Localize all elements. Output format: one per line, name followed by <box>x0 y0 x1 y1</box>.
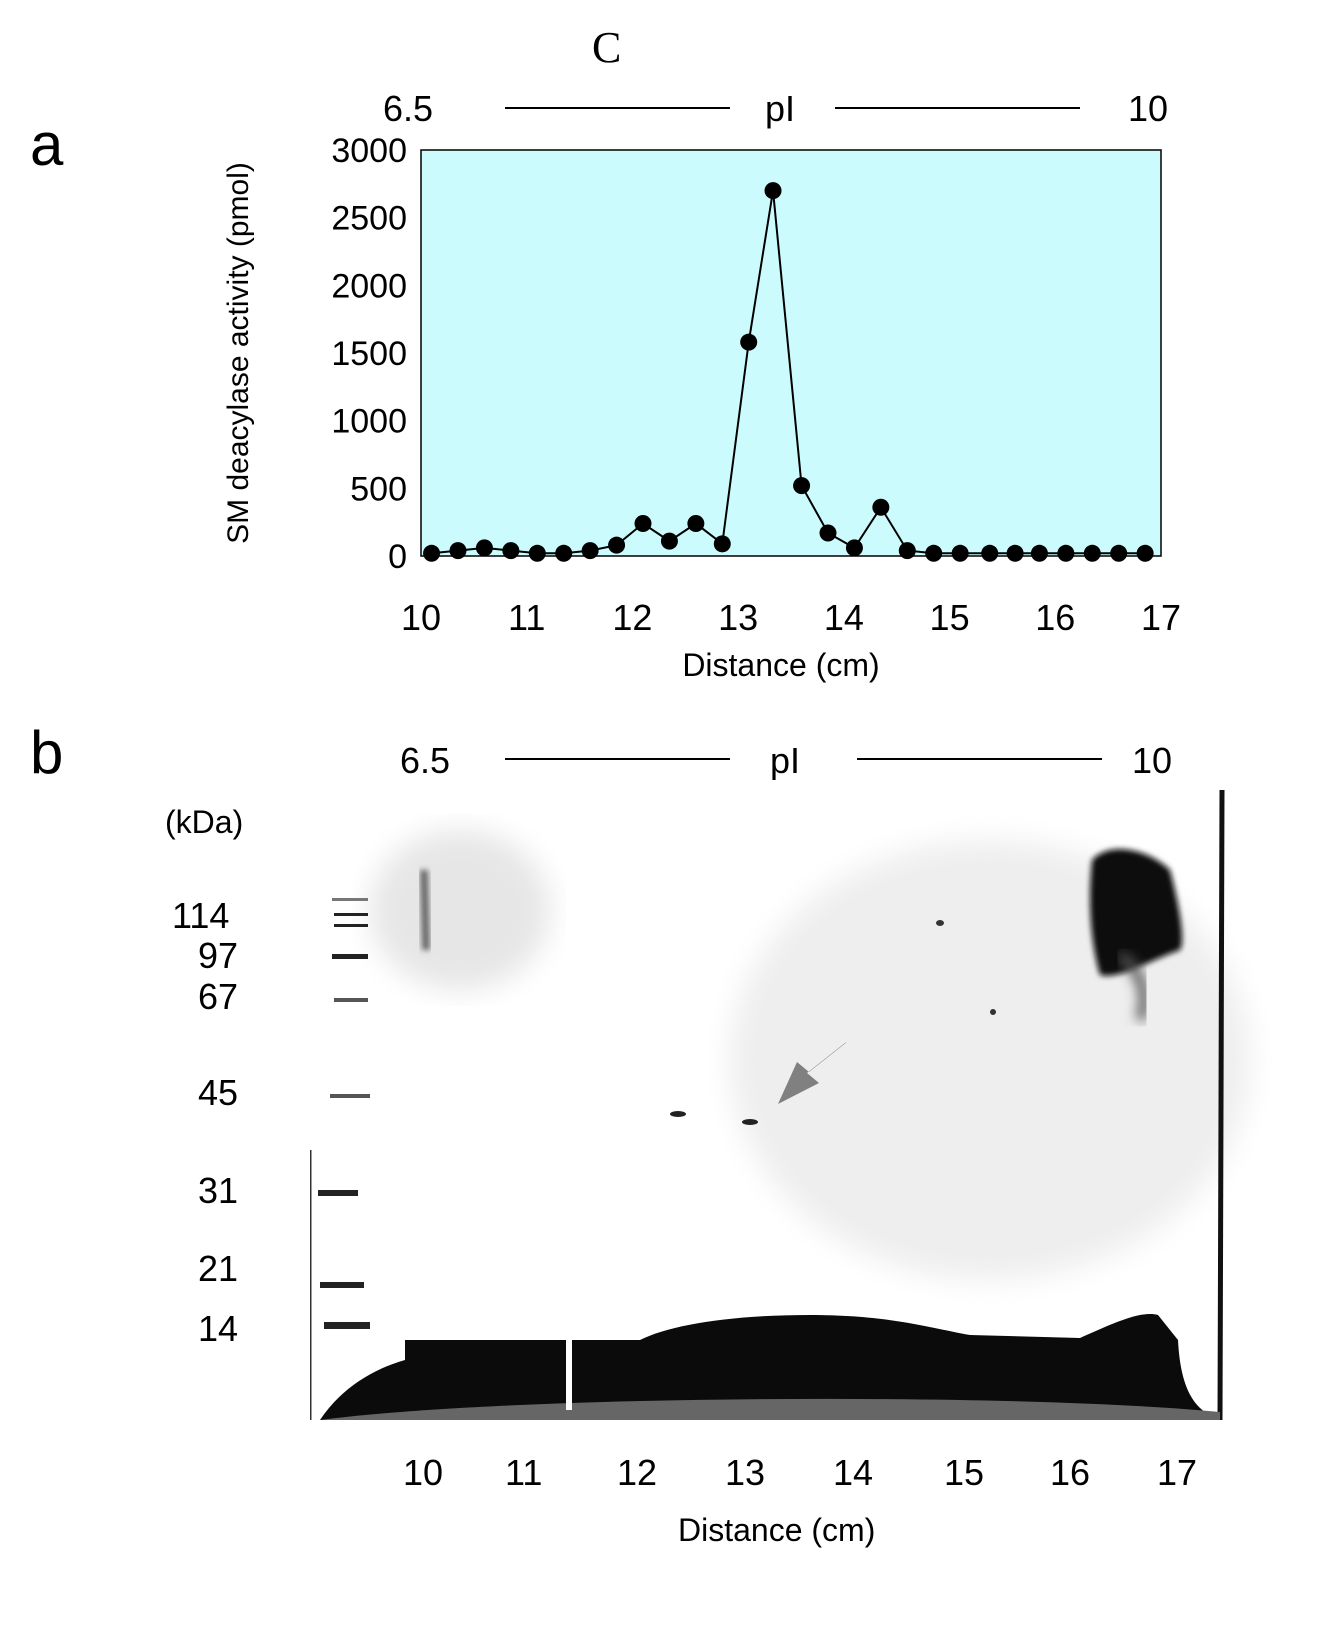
data-point <box>898 542 916 560</box>
kda-label: (kDa) <box>165 804 244 840</box>
data-point <box>423 544 441 562</box>
gel-image <box>310 780 1280 1490</box>
data-point <box>608 536 626 554</box>
x-tick-label-12: 12 <box>612 597 652 638</box>
data-point <box>951 544 969 562</box>
data-point <box>1030 544 1048 562</box>
data-point <box>660 532 678 550</box>
panel-b-label: b <box>30 719 64 786</box>
pi-bracket <box>371 781 1195 794</box>
gel-x-axis-label: Distance (cm) <box>678 1512 876 1548</box>
data-point <box>713 535 731 553</box>
y-tick-label-1000: 1000 <box>331 403 407 441</box>
y-axis-label: SM deacylase activity (pmol) <box>222 162 255 544</box>
data-point <box>925 544 943 562</box>
panel-b-pi-left: 6.5 <box>400 740 451 781</box>
marker-67: 67 <box>198 976 239 1017</box>
figure-top-label: C <box>592 23 622 72</box>
y-tick-label-0: 0 <box>388 538 407 576</box>
data-point <box>1110 544 1128 562</box>
data-point <box>1136 544 1154 562</box>
x-tick-label-11: 11 <box>508 597 545 638</box>
marker-ladder <box>318 898 370 1329</box>
data-point <box>981 544 999 562</box>
data-point <box>475 539 493 557</box>
marker-97: 97 <box>198 935 239 976</box>
y-tick-label-1500: 1500 <box>331 335 407 373</box>
series-line <box>431 190 1146 555</box>
panel-a-pi-left: 6.5 <box>383 88 434 129</box>
panel-b-pi-line-right <box>857 758 1102 760</box>
panel-a-pi-line-left <box>505 107 730 109</box>
data-point <box>845 539 863 557</box>
data-point <box>634 515 652 533</box>
data-point <box>528 544 546 562</box>
gel-x-tick-14: 14 <box>833 1452 874 1493</box>
y-tick-label-3000: 3000 <box>331 132 407 170</box>
panel-a-label: a <box>30 111 64 178</box>
y-tick-label-2500: 2500 <box>331 200 407 238</box>
data-point <box>819 524 837 542</box>
x-tick-label-17: 17 <box>1141 597 1181 638</box>
panel-a-pi-center: pI <box>765 88 796 129</box>
marker-45: 45 <box>198 1072 239 1113</box>
data-point <box>1057 544 1075 562</box>
panel-b-pi-line-left <box>505 758 730 760</box>
marker-21: 21 <box>198 1248 239 1289</box>
marker-114: 114 <box>172 895 230 936</box>
gel-x-tick-17: 17 <box>1157 1452 1198 1493</box>
x-tick-label-16: 16 <box>1035 597 1075 638</box>
y-tick-label-500: 500 <box>350 470 407 508</box>
data-point <box>687 515 705 533</box>
gel-x-tick-11: 11 <box>505 1452 543 1493</box>
data-point <box>449 542 467 560</box>
data-point <box>740 333 758 351</box>
x-tick-label-15: 15 <box>930 597 970 638</box>
panel-b-pi-center: pI <box>770 740 801 781</box>
panel-a-pi-right: 10 <box>1128 88 1169 129</box>
marker-14: 14 <box>198 1308 239 1349</box>
panel-b-pi-right: 10 <box>1132 740 1173 781</box>
y-tick-label-2000: 2000 <box>331 267 407 305</box>
gel-x-tick-13: 13 <box>725 1452 766 1493</box>
gel-x-tick-12: 12 <box>617 1452 658 1493</box>
data-point <box>581 542 599 560</box>
activity-chart: 0 500 1000 1500 2000 2500 3000 10 11 12 13 14 15 16 17… <box>222 132 1181 683</box>
data-point <box>555 544 573 562</box>
data-point <box>1083 544 1101 562</box>
data-point <box>764 182 782 200</box>
data-point <box>872 498 890 516</box>
gel-x-tick-16: 16 <box>1050 1452 1091 1493</box>
x-tick-label-13: 13 <box>718 597 758 638</box>
gel-x-tick-15: 15 <box>944 1452 985 1493</box>
x-tick-label-10: 10 <box>401 597 441 638</box>
data-point <box>793 477 811 495</box>
panel-a-pi-line-right <box>835 107 1080 109</box>
data-point <box>1006 544 1024 562</box>
gel-x-tick-10: 10 <box>403 1452 444 1493</box>
plot-area <box>420 149 1162 557</box>
x-axis-label: Distance (cm) <box>682 647 879 683</box>
data-point <box>502 542 520 560</box>
marker-31: 31 <box>198 1170 239 1211</box>
x-tick-label-14: 14 <box>824 597 864 638</box>
